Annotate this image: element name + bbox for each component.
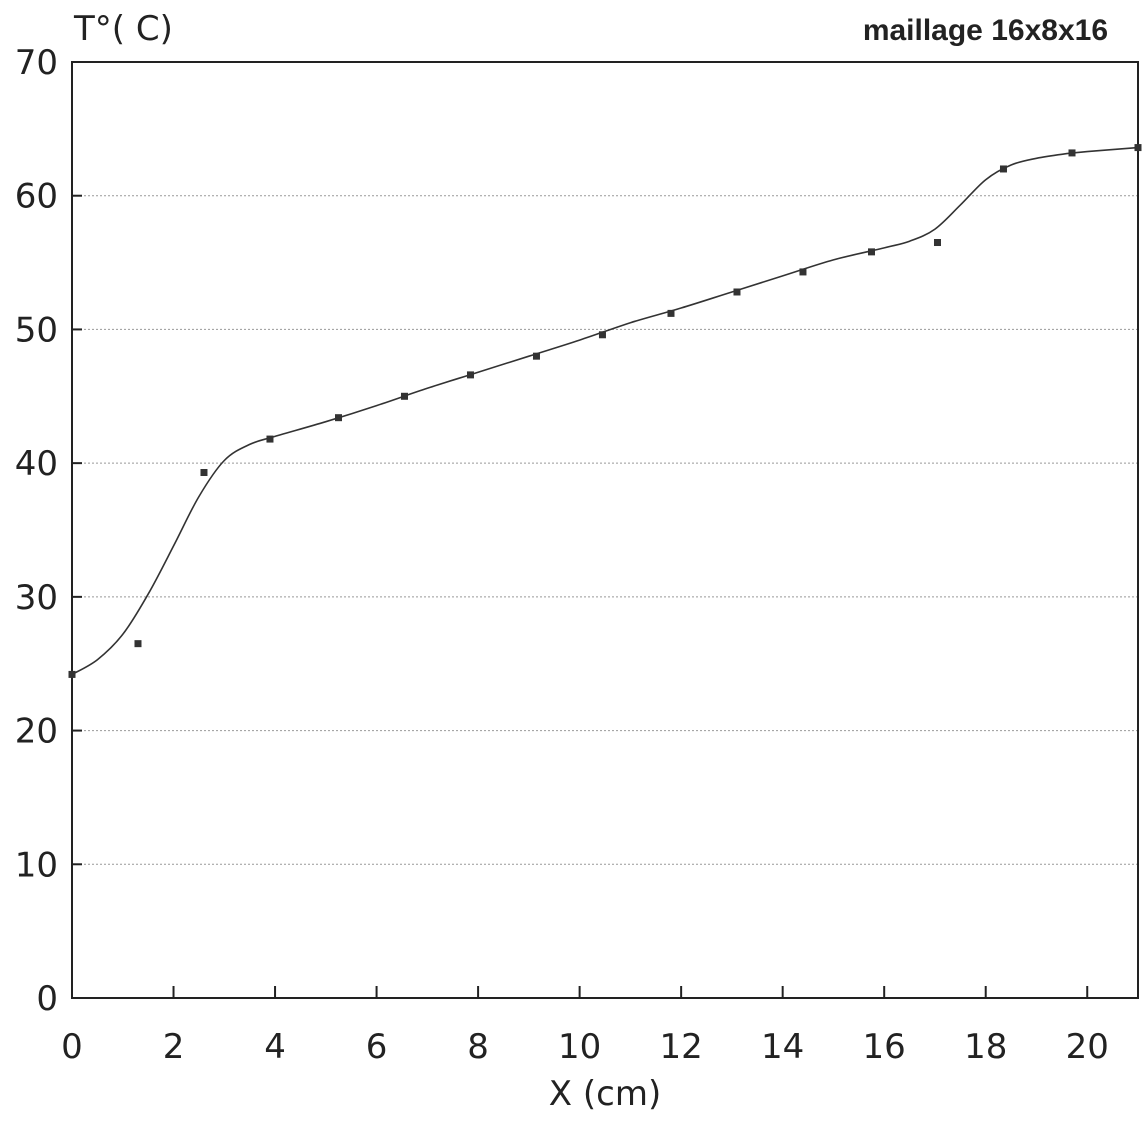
- y-tick-label-70: 70: [15, 43, 58, 83]
- y-tick-label-0: 0: [36, 979, 58, 1019]
- data-point-15: [1068, 149, 1076, 157]
- y-tick-labels: 0 10 20 30 40 50 60 70: [15, 43, 58, 1019]
- x-tick-labels: 0 2 4 6 8 10 12 14 16 18 20: [61, 1027, 1109, 1067]
- x-tick-label-2: 2: [163, 1027, 185, 1067]
- y-tick-label-50: 50: [15, 310, 58, 350]
- y-tick-label-30: 30: [15, 578, 58, 618]
- x-tick-label-6: 6: [366, 1027, 388, 1067]
- x-tick-label-16: 16: [863, 1027, 906, 1067]
- x-tick-label-14: 14: [761, 1027, 804, 1067]
- x-tick-label-20: 20: [1066, 1027, 1109, 1067]
- data-point-8: [598, 331, 606, 339]
- data-point-10: [733, 288, 741, 296]
- x-tick-label-4: 4: [264, 1027, 286, 1067]
- data-point-13: [933, 239, 941, 247]
- chart-title: maillage 16x8x16: [863, 14, 1108, 47]
- plot-frame: [71, 61, 1139, 999]
- x-axis-title: X (cm): [549, 1074, 661, 1114]
- data-point-6: [466, 371, 474, 379]
- axis-ticks: [71, 61, 1089, 999]
- x-tick-label-0: 0: [61, 1027, 83, 1067]
- data-point-3: [266, 435, 274, 443]
- data-point-14: [999, 165, 1007, 173]
- data-point-4: [335, 414, 342, 422]
- data-point-11: [799, 268, 807, 276]
- series-markers: [68, 144, 1142, 678]
- data-point-2: [200, 469, 208, 477]
- x-tick-label-12: 12: [660, 1027, 703, 1067]
- y-tick-label-60: 60: [15, 177, 58, 217]
- y-tick-label-40: 40: [15, 444, 58, 484]
- data-point-1: [134, 640, 142, 648]
- data-point-16: [1134, 144, 1142, 152]
- data-point-0: [68, 670, 76, 678]
- x-tick-label-10: 10: [558, 1027, 601, 1067]
- grid-lines: [72, 195, 1138, 865]
- y-tick-label-10: 10: [15, 845, 58, 885]
- x-tick-label-8: 8: [467, 1027, 489, 1067]
- x-tick-label-18: 18: [964, 1027, 1007, 1067]
- data-point-12: [868, 248, 875, 256]
- data-point-5: [400, 392, 408, 400]
- data-point-7: [532, 352, 540, 360]
- y-tick-label-20: 20: [15, 712, 58, 752]
- series-line: [71, 146, 1139, 676]
- y-axis-title: T°( C): [73, 9, 173, 49]
- data-point-9: [667, 309, 675, 317]
